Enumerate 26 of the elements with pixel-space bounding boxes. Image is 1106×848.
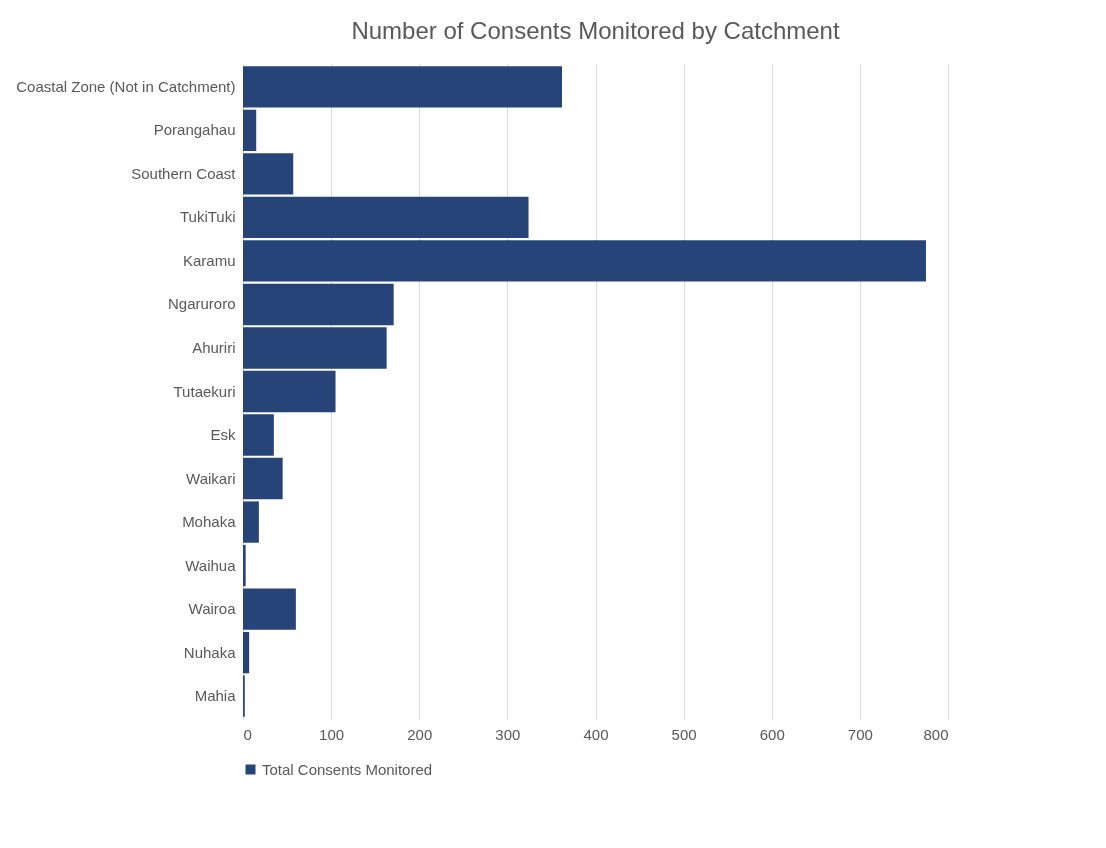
legend-label: Total Consents Monitored: [262, 760, 433, 778]
y-tick-label: Mohaka: [182, 513, 237, 531]
x-tick-label: 100: [319, 725, 345, 743]
x-tick-label: 700: [847, 725, 873, 743]
y-tick-label: Esk: [210, 426, 236, 444]
y-tick-label: Mahia: [194, 687, 237, 705]
y-tick-label: Ngaruroro: [167, 295, 236, 313]
y-tick-label: Wairoa: [188, 600, 237, 618]
y-tick-label: Southern Coast: [131, 164, 237, 182]
x-tick-label: 500: [671, 725, 697, 743]
x-tick-label: 0: [243, 725, 252, 743]
y-tick-label: TukiTuki: [179, 208, 236, 226]
y-tick-label: Karamu: [182, 251, 236, 269]
x-tick-label: 400: [583, 725, 609, 743]
y-tick-label: Nuhaka: [183, 643, 237, 661]
x-tick-label: 200: [407, 725, 433, 743]
x-tick-label: 800: [923, 725, 949, 743]
x-tick-label: 300: [495, 725, 521, 743]
y-tick-label: Porangahau: [153, 121, 236, 139]
y-tick-label: Tutaekuri: [173, 382, 236, 400]
chart-title: Number of Consents Monitored by Catchment: [351, 17, 840, 44]
y-tick-label: Waihua: [185, 556, 237, 574]
y-tick-label: Coastal Zone (Not in Catchment): [16, 77, 236, 95]
y-tick-label: Waikari: [186, 469, 236, 487]
y-tick-label: Ahuriri: [192, 338, 236, 356]
x-tick-label: 600: [759, 725, 785, 743]
